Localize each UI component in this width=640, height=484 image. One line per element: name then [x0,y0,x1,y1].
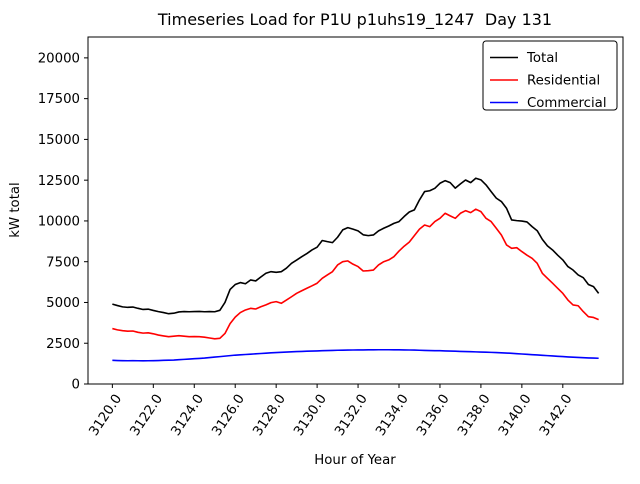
x-tick-label: 3126.0 [210,392,248,439]
x-tick-label: 3120.0 [87,392,125,439]
y-tick-label: 7500 [46,255,80,270]
y-tick-label: 2500 [46,337,80,352]
residential-line [112,208,599,340]
total-line [112,177,600,315]
x-tick-label: 3122.0 [128,392,166,439]
x-tick-label: 3132.0 [332,392,370,439]
y-tick-label: 20000 [38,51,80,66]
x-tick-label: 3140.0 [496,392,534,439]
x-tick-label: 3142.0 [537,392,575,439]
legend-label-commercial: Commercial [527,96,607,111]
x-tick-label: 3130.0 [291,392,329,439]
legend-entry-commercial: Commercial [490,96,607,111]
y-tick-label: 12500 [38,174,80,189]
legend-entry-total: Total [490,51,558,66]
legend-label-residential: Residential [527,74,600,89]
y-tick-label: 5000 [46,296,80,311]
series-lines [112,177,600,362]
x-tick-label: 3128.0 [250,392,288,439]
x-axis-label: Hour of Year [314,453,396,468]
legend-entry-residential: Residential [490,74,600,89]
legend-label-total: Total [526,51,558,66]
chart-title: Timeseries Load for P1U p1uhs19_1247 Day… [157,10,552,30]
x-tick-label: 3136.0 [414,392,452,439]
x-tick-label: 3134.0 [373,392,411,439]
y-axis-label: kW total [8,182,23,237]
commercial-line [112,348,599,362]
x-tick-label: 3124.0 [169,392,207,439]
y-tick-label: 15000 [38,133,80,148]
y-tick-label: 17500 [38,92,80,107]
y-tick-label: 10000 [38,215,80,230]
x-tick-label: 3138.0 [455,392,493,439]
legend: Total Residential Commercial [482,40,618,111]
y-tick-label: 0 [72,378,80,393]
